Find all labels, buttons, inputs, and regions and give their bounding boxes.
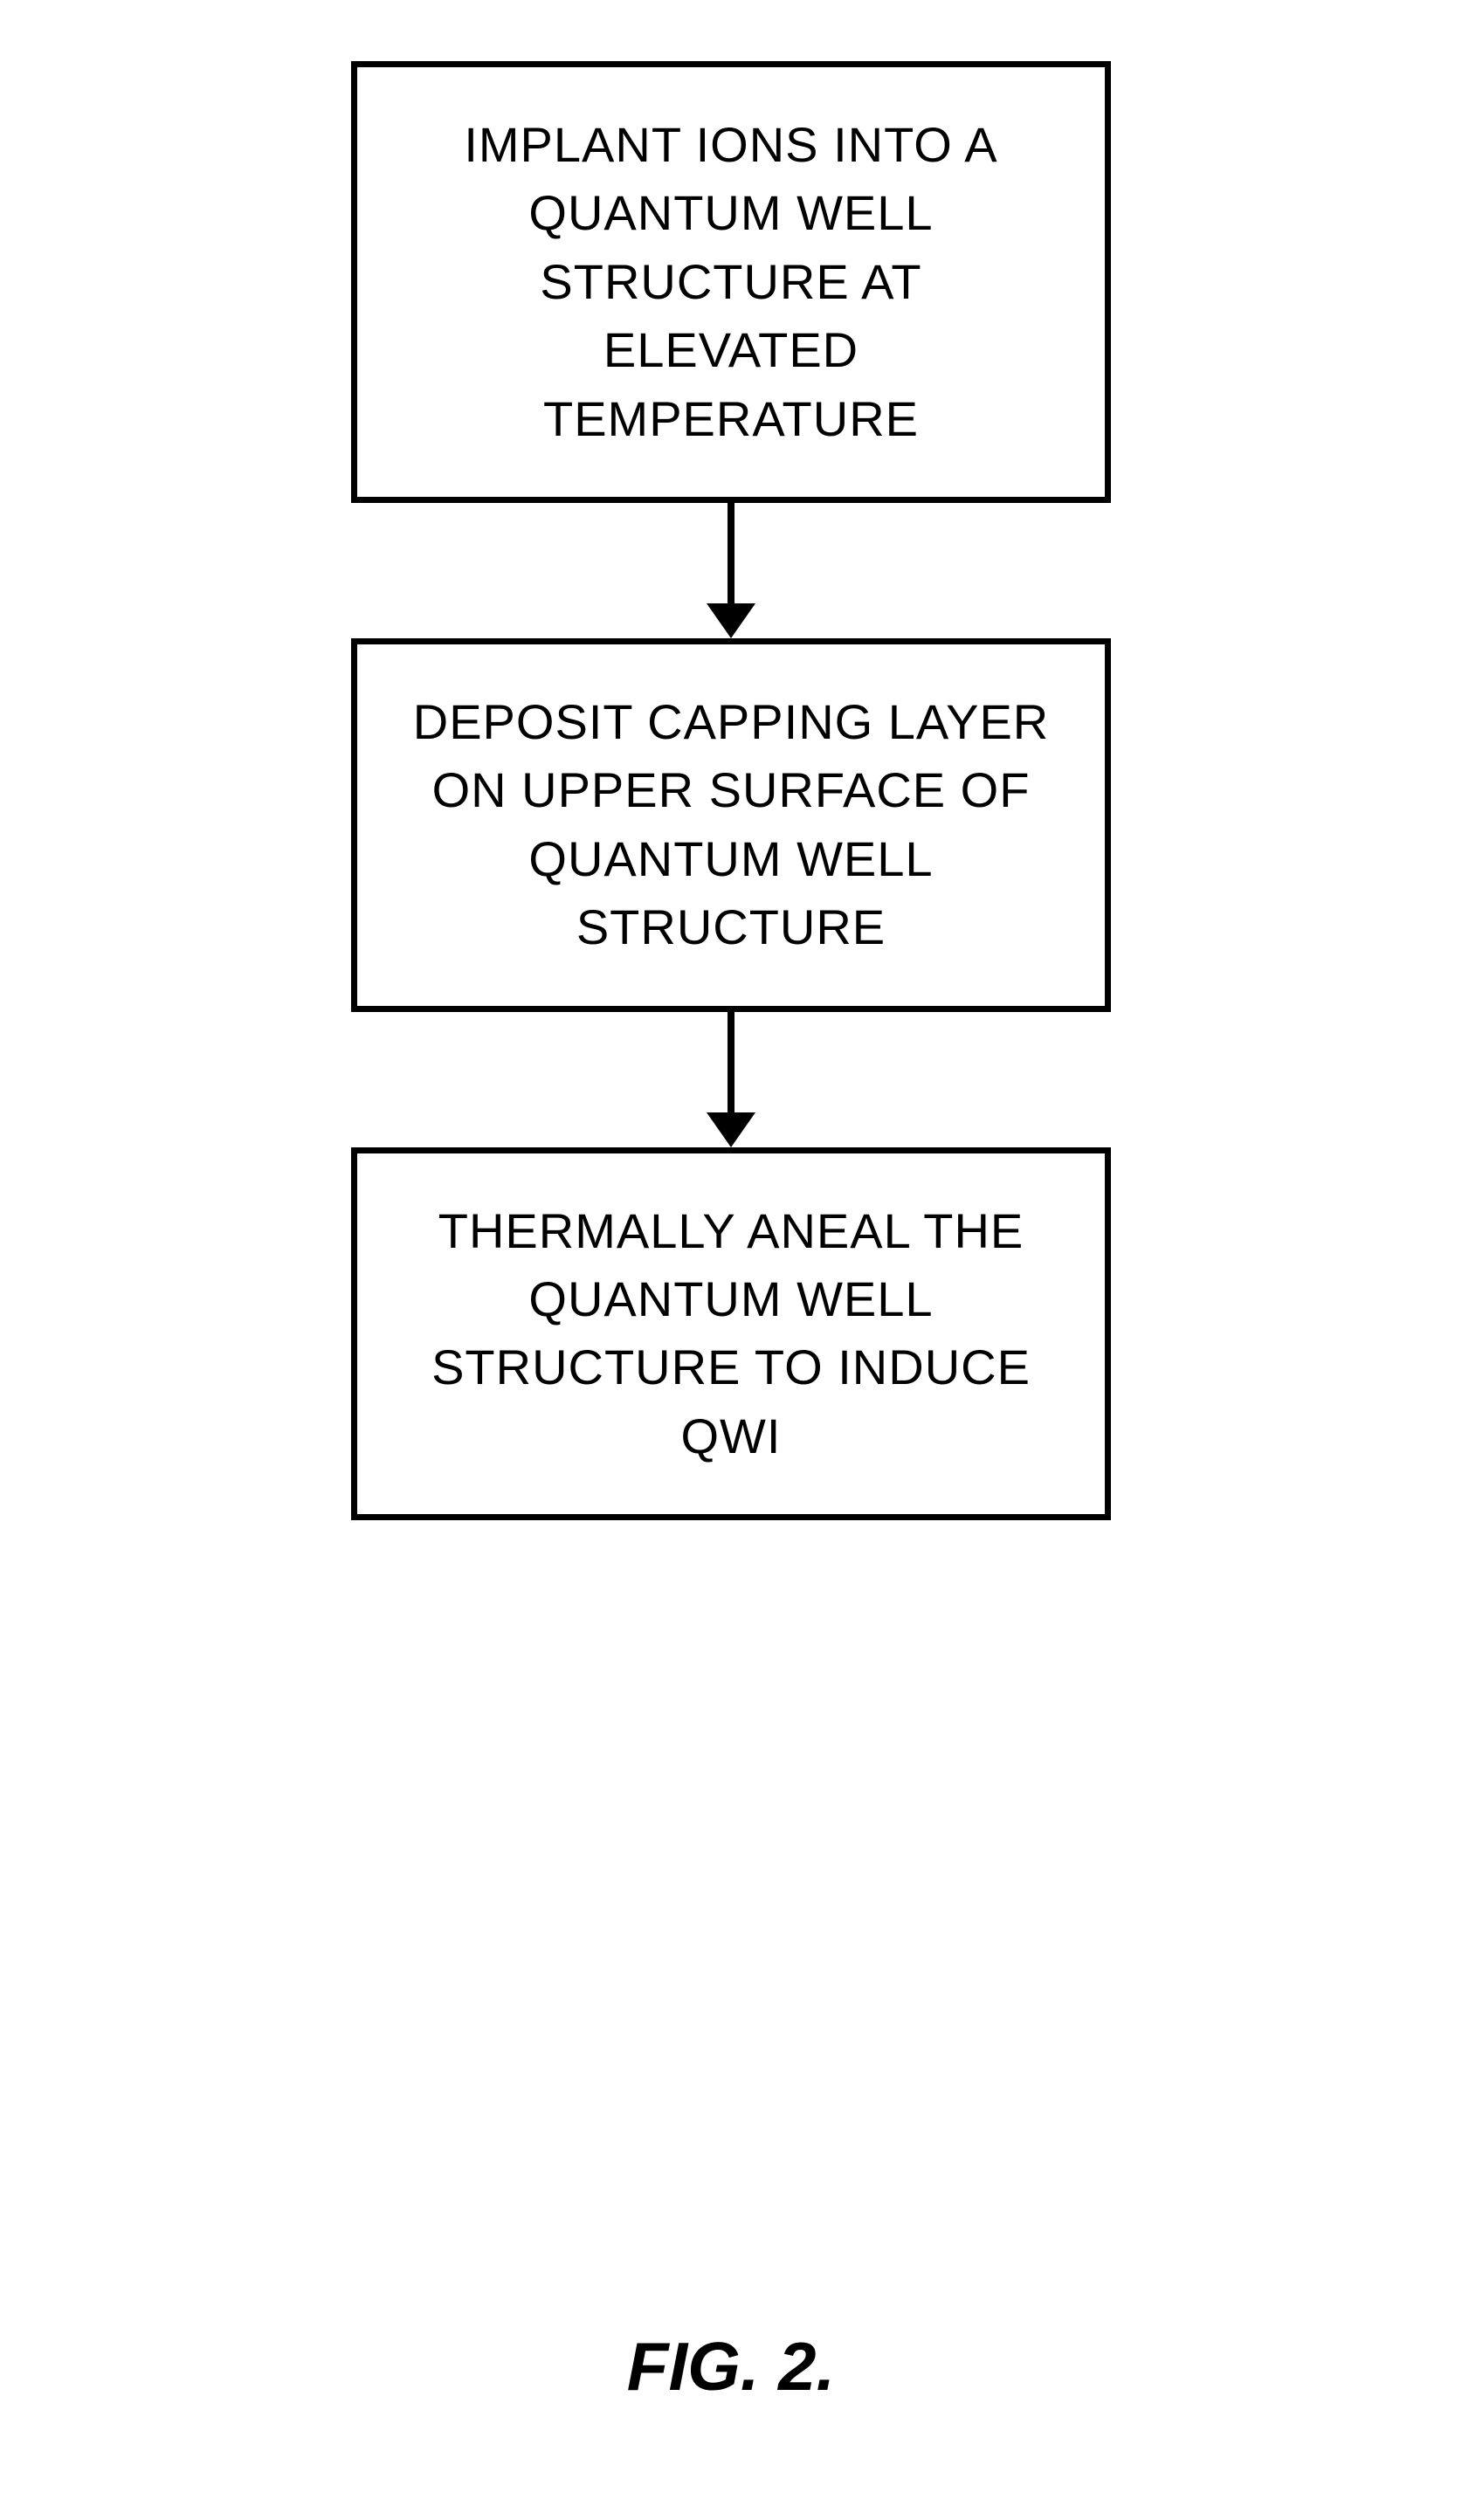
box-text-110: IMPLANT IONS INTO A QUANTUM WELL STRUCTU…: [410, 111, 1052, 453]
arrow-line: [728, 1012, 734, 1112]
box-text-120: DEPOSIT CAPPING LAYER ON UPPER SURFACE O…: [410, 688, 1052, 962]
arrow-head-icon: [707, 603, 755, 638]
flowchart-box-120: DEPOSIT CAPPING LAYER ON UPPER SURFACE O…: [351, 638, 1111, 1012]
flowchart-container: 110 IMPLANT IONS INTO A QUANTUM WELL STR…: [316, 61, 1146, 1520]
arrow-120-to-130: [316, 1012, 1146, 1147]
figure-caption: FIG. 2.: [627, 2327, 835, 2406]
arrow-head-icon: [707, 1112, 755, 1147]
box-text-130: THERMALLY ANEAL THE QUANTUM WELL STRUCTU…: [410, 1197, 1052, 1471]
arrow-line: [728, 503, 734, 603]
flowchart-box-130: THERMALLY ANEAL THE QUANTUM WELL STRUCTU…: [351, 1147, 1111, 1521]
arrow-110-to-120: [316, 503, 1146, 638]
flowchart-box-110: IMPLANT IONS INTO A QUANTUM WELL STRUCTU…: [351, 61, 1111, 503]
